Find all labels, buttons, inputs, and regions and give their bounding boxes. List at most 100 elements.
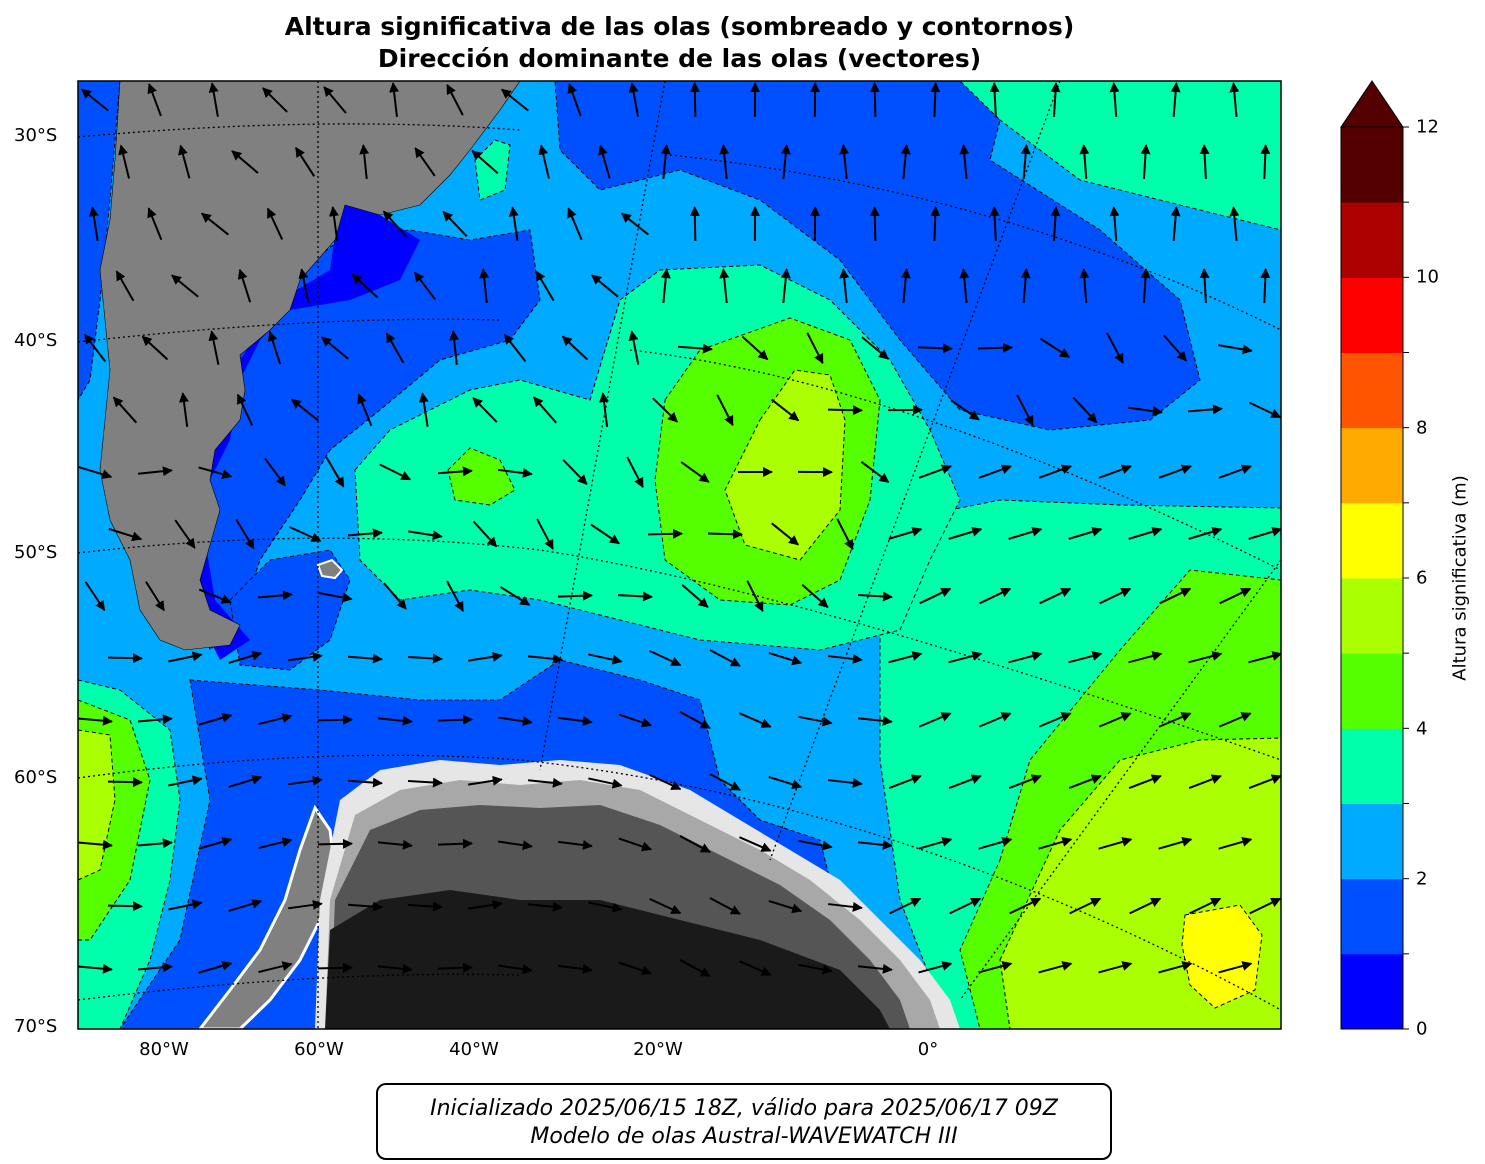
wave-vector-arrow bbox=[948, 651, 983, 664]
wave-vector-arrow bbox=[413, 271, 437, 301]
wave-vector-arrow bbox=[1008, 774, 1042, 789]
wave-vector-arrow bbox=[107, 777, 143, 788]
wave-vector-arrow bbox=[1140, 144, 1151, 180]
wave-vector-arrow bbox=[379, 463, 412, 481]
wave-vector-arrow bbox=[1249, 401, 1281, 419]
wave-vector-arrow bbox=[1260, 144, 1271, 180]
wave-vector-arrow bbox=[1162, 334, 1188, 362]
wave-vector-arrow bbox=[174, 519, 196, 549]
wave-vector-arrow bbox=[1170, 82, 1181, 118]
wave-vector-arrow bbox=[508, 206, 519, 241]
wave-vector-arrow bbox=[649, 897, 682, 915]
wave-band-3-4m-north bbox=[474, 139, 511, 201]
wave-vector-arrow bbox=[137, 466, 173, 477]
wave-vector-arrow bbox=[1098, 961, 1133, 974]
wave-vector-arrow bbox=[707, 529, 743, 540]
wave-band-4-5m-small bbox=[447, 447, 516, 506]
wave-vector-arrow bbox=[449, 330, 460, 366]
wave-vector-arrow bbox=[498, 716, 533, 727]
wave-vector-arrow bbox=[107, 901, 143, 912]
colorbar-segment bbox=[1341, 502, 1403, 579]
colorbar-segment bbox=[1341, 277, 1403, 353]
colorbar-segment bbox=[1341, 953, 1403, 1030]
wave-vector-arrow bbox=[598, 144, 611, 179]
wave-vector-arrow bbox=[317, 714, 353, 725]
wave-vector-arrow bbox=[325, 456, 345, 488]
wave-vector-arrow bbox=[235, 518, 255, 550]
wave-vector-arrow bbox=[1199, 268, 1210, 304]
wave-vector-arrow bbox=[948, 526, 983, 540]
colorbar-segment bbox=[1341, 127, 1403, 203]
wave-vector-arrow bbox=[1128, 406, 1163, 417]
wave-vector-arrow bbox=[918, 464, 952, 479]
wave-vector-arrow bbox=[145, 581, 165, 612]
wave-vector-arrow bbox=[739, 712, 772, 728]
wave-vector-arrow bbox=[347, 777, 383, 788]
wave-vector-arrow bbox=[267, 330, 282, 365]
wave-vector-arrow bbox=[801, 584, 829, 608]
wave-vector-arrow bbox=[382, 210, 408, 238]
wave-vector-arrow bbox=[347, 528, 383, 539]
wave-vector-arrow bbox=[827, 653, 863, 664]
wave-vector-arrow bbox=[503, 333, 527, 363]
wave-vector-arrow bbox=[1188, 651, 1223, 664]
wave-vector-arrow bbox=[949, 897, 982, 915]
wave-vector-arrow bbox=[228, 898, 263, 912]
wave-vector-arrow bbox=[84, 581, 106, 611]
wave-vector-arrow bbox=[359, 144, 370, 180]
wave-vector-arrow bbox=[618, 837, 653, 852]
wave-vector-arrow bbox=[798, 963, 833, 975]
wave-vector-arrow bbox=[626, 456, 644, 488]
wave-vector-arrow bbox=[479, 268, 490, 304]
wave-vector-arrow bbox=[118, 144, 131, 179]
colorbar-segment bbox=[1341, 653, 1403, 729]
wave-vector-arrow bbox=[1159, 587, 1192, 605]
wave-vector-arrow bbox=[741, 335, 769, 361]
wave-vector-arrow bbox=[231, 150, 259, 174]
wave-vector-arrow bbox=[860, 460, 890, 484]
wave-vector-arrow bbox=[561, 335, 589, 361]
wave-vector-arrow bbox=[1068, 526, 1103, 540]
wave-vector-arrow bbox=[660, 144, 671, 180]
wave-vector-arrow bbox=[1050, 206, 1061, 242]
wave-vector-arrow bbox=[228, 774, 263, 788]
wave-vector-arrow bbox=[112, 396, 138, 424]
wave-vector-arrow bbox=[719, 144, 730, 180]
wave-vector-arrow bbox=[628, 330, 640, 365]
wave-vector-arrow bbox=[500, 88, 529, 112]
wave-vector-arrow bbox=[930, 82, 941, 118]
wave-vector-arrow bbox=[137, 838, 173, 849]
wave-vector-arrow bbox=[1038, 464, 1072, 479]
wave-vector-arrow bbox=[171, 274, 199, 298]
wave-vector-arrow bbox=[900, 144, 911, 180]
wave-vector-arrow bbox=[498, 964, 533, 975]
wave-vector-arrow bbox=[889, 897, 922, 915]
graticule bbox=[78, 81, 1281, 1029]
wave-vector-arrow bbox=[472, 520, 498, 548]
wave-vector-arrow bbox=[535, 270, 555, 302]
wave-vector-arrow bbox=[377, 715, 413, 726]
wave-vector-arrow bbox=[407, 653, 443, 664]
wave-vector-arrow bbox=[978, 961, 1013, 974]
wave-vector-arrow bbox=[1219, 587, 1252, 605]
wave-vector-arrow bbox=[1128, 651, 1163, 664]
wave-vector-arrow bbox=[918, 712, 952, 728]
wave-vector-arrow bbox=[538, 144, 550, 179]
wave-vector-arrow bbox=[262, 87, 288, 113]
wave-vector-arrow bbox=[959, 268, 970, 304]
wave-vector-arrow bbox=[437, 466, 473, 477]
wave-vector-arrow bbox=[588, 653, 623, 665]
colorbar-tick-10: 10 bbox=[1416, 266, 1439, 288]
wave-vector-arrow bbox=[660, 268, 671, 304]
wave-vector-arrow bbox=[1140, 268, 1151, 304]
wave-vector-arrow bbox=[709, 773, 741, 791]
wave-vector-arrow bbox=[198, 836, 233, 850]
wave-vector-arrow bbox=[323, 86, 347, 114]
wave-vector-arrow bbox=[677, 343, 713, 354]
wave-vector-arrow bbox=[108, 527, 143, 542]
wave-vector-arrow bbox=[649, 649, 682, 667]
wave-vector-arrow bbox=[266, 207, 284, 240]
colorbar-segment bbox=[1341, 352, 1403, 429]
wave-vector-arrow bbox=[317, 838, 353, 849]
